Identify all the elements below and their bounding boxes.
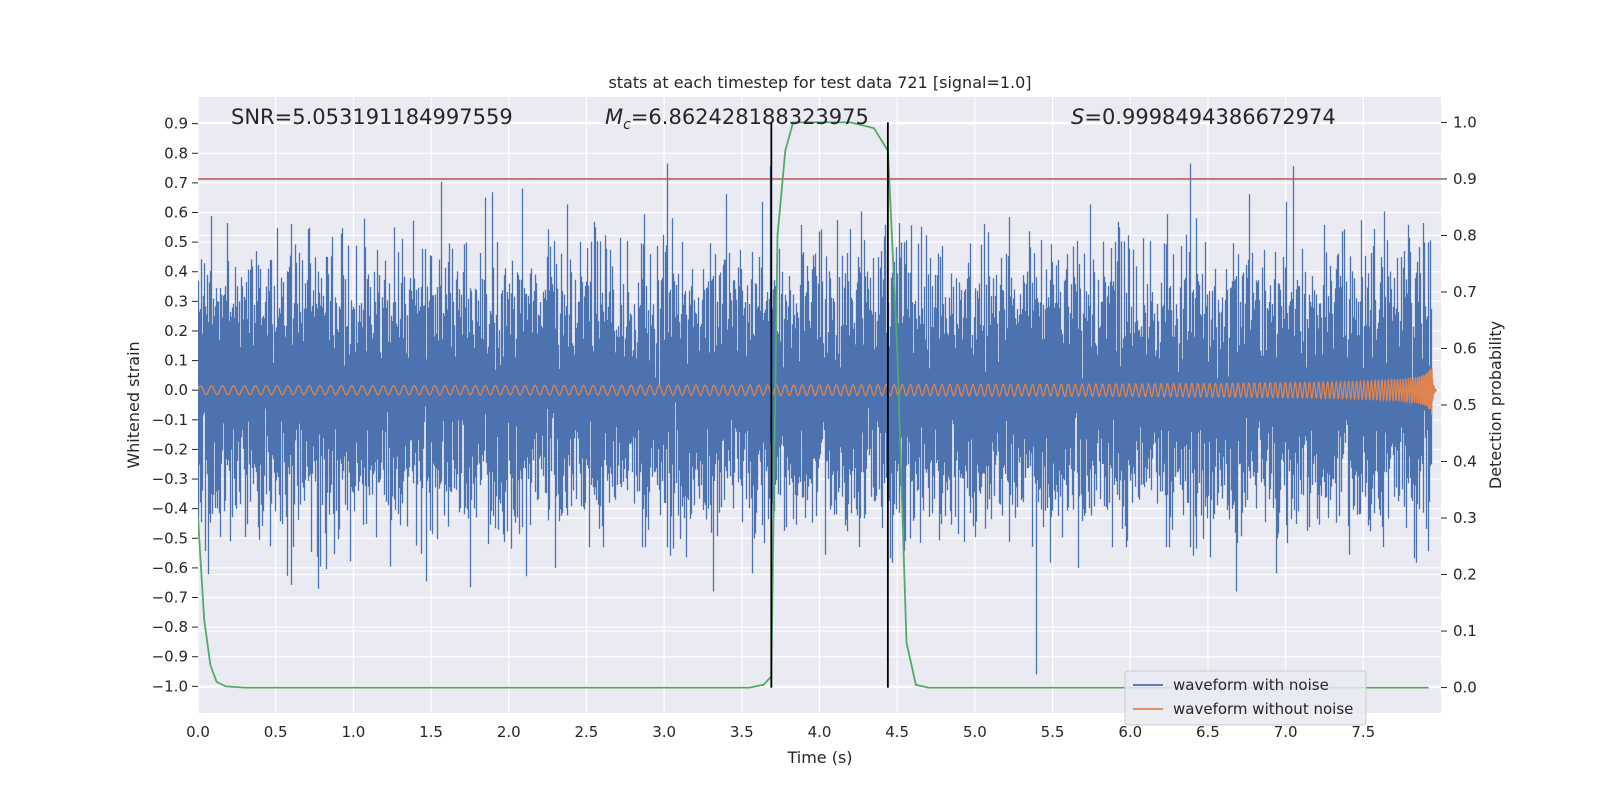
- y-tick-label: 0.9: [164, 115, 188, 133]
- y-tick-label: −0.9: [152, 648, 188, 666]
- y2-tick-label: 0.8: [1453, 226, 1477, 244]
- y2-tick-label: 1.0: [1453, 113, 1477, 131]
- y2-tick-label: 0.6: [1453, 339, 1477, 357]
- y-tick-label: −0.6: [152, 559, 188, 577]
- y-axis-label: Whitened strain: [124, 341, 143, 468]
- x-tick-label: 4.5: [885, 723, 909, 741]
- x-ticks: 0.0 0.5 1.0 1.5 2.0 2.5 3.0 3.5 4.0 4.5 5.0 5.5 6.0 6…: [186, 723, 1375, 741]
- y-tick-label: 0.6: [164, 204, 188, 222]
- y-tick-label: 0.0: [164, 381, 188, 399]
- y-tick-label: 0.2: [164, 322, 188, 340]
- legend: waveform with noise waveform without noi…: [1124, 670, 1367, 726]
- y-tick-label: −0.8: [152, 618, 188, 636]
- x-tick-label: 5.5: [1041, 723, 1065, 741]
- s-value: =0.9998494386672974: [1084, 105, 1335, 129]
- x-tick-label: 0.5: [264, 723, 288, 741]
- x-tick-label: 0.0: [186, 723, 210, 741]
- x-tick-label: 7.5: [1351, 723, 1375, 741]
- y-tick-label: −1.0: [152, 677, 188, 695]
- waveform-with-noise-line: [198, 163, 1433, 675]
- detection-probability-line: [198, 121, 1429, 689]
- y2-tick-label: 0.1: [1453, 622, 1477, 640]
- s-annotation: S=0.9998494386672974: [1071, 105, 1336, 129]
- y-tick-label: −0.1: [152, 411, 188, 429]
- y2-ticks: 1.0 0.9 0.8 0.7 0.6 0.5 0.4 0.3 0.2 0.1 0.0: [1441, 113, 1477, 697]
- chirp-mass-subscript: c: [623, 117, 631, 133]
- x-tick-label: 6.0: [1118, 723, 1142, 741]
- chirp-mass-symbol: M: [605, 105, 623, 129]
- x-tick-label: 3.5: [730, 723, 754, 741]
- x-tick-label: 7.0: [1274, 723, 1298, 741]
- legend-box: [1124, 670, 1367, 726]
- y2-tick-label: 0.4: [1453, 453, 1477, 471]
- x-tick-label: 1.5: [419, 723, 443, 741]
- s-symbol: S: [1071, 105, 1084, 129]
- legend-label-noise: waveform with noise: [1173, 676, 1329, 694]
- legend-label-clean: waveform without noise: [1173, 700, 1353, 718]
- chirp-mass-value: =6.862428188323975: [631, 105, 869, 129]
- x-axis-label: Time (s): [786, 748, 852, 767]
- series-layer: [198, 121, 1441, 689]
- y-tick-label: 0.5: [164, 233, 188, 251]
- y2-axis-label: Detection probability: [1486, 321, 1505, 489]
- snr-annotation: SNR=5.053191184997559: [231, 105, 513, 129]
- y-tick-label: 0.1: [164, 352, 188, 370]
- y-tick-label: 0.4: [164, 263, 188, 281]
- y2-tick-label: 0.7: [1453, 283, 1477, 301]
- x-tick-label: 3.0: [652, 723, 676, 741]
- x-tick-label: 2.0: [497, 723, 521, 741]
- x-tick-label: 4.0: [808, 723, 832, 741]
- x-tick-label: 6.5: [1196, 723, 1220, 741]
- y-tick-label: −0.5: [152, 529, 188, 547]
- y-tick-label: −0.2: [152, 440, 188, 458]
- x-tick-label: 1.0: [341, 723, 365, 741]
- y-tick-label: 0.3: [164, 292, 188, 310]
- chirp-mass-annotation: Mc=6.862428188323975: [605, 105, 869, 133]
- y-ticks: 0.9 0.8 0.7 0.6 0.5 0.4 0.3 0.2 0.1 0.0 −0.1 −0.2 −0…: [152, 115, 198, 695]
- y2-tick-label: 0.3: [1453, 509, 1477, 527]
- y2-tick-label: 0.5: [1453, 396, 1477, 414]
- chart-title: stats at each timestep for test data 721…: [608, 73, 1031, 92]
- x-tick-label: 2.5: [575, 723, 599, 741]
- y2-tick-label: 0.0: [1453, 679, 1477, 697]
- y-tick-label: −0.3: [152, 470, 188, 488]
- y2-tick-label: 0.2: [1453, 566, 1477, 584]
- y-tick-label: 0.8: [164, 144, 188, 162]
- waveform-without-noise-line: [198, 368, 1437, 416]
- y-tick-label: −0.4: [152, 500, 188, 518]
- y-tick-label: −0.7: [152, 589, 188, 607]
- x-tick-label: 5.0: [963, 723, 987, 741]
- y-tick-label: 0.7: [164, 174, 188, 192]
- y2-tick-label: 0.9: [1453, 170, 1477, 188]
